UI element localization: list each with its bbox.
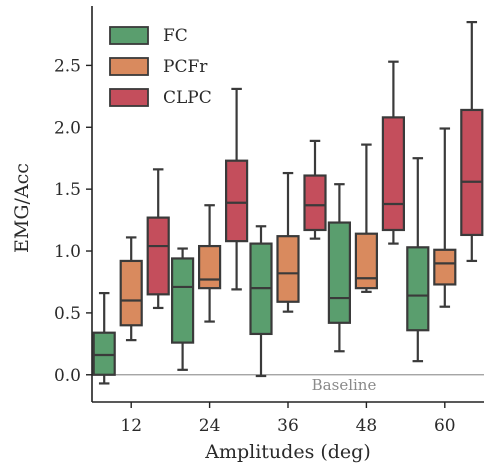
y-tick-label: 1.5 xyxy=(54,180,81,200)
box-pcfr-12 xyxy=(119,236,143,342)
y-tick-label: 0.5 xyxy=(54,304,81,324)
box-iqr xyxy=(225,159,249,243)
box-iqr xyxy=(327,221,351,324)
box-iqr xyxy=(146,216,170,296)
box-fc-12 xyxy=(92,292,116,385)
legend-swatch-fc xyxy=(109,26,149,45)
box-clpc-48 xyxy=(381,60,405,245)
axes-layer: 0.0 0.5 1.0 1.5 2.0 2.5 12 24 36 48 60 xyxy=(54,6,484,436)
box-pcfr-24 xyxy=(198,204,222,323)
box-iqr xyxy=(460,108,484,237)
box-iqr xyxy=(171,257,195,344)
x-axis-label: Amplitudes (deg) xyxy=(204,441,371,463)
box-iqr xyxy=(303,174,327,232)
box-clpc-24 xyxy=(225,87,249,291)
x-tick-label: 60 xyxy=(434,416,456,436)
box-pcfr-48 xyxy=(354,143,378,293)
box-pcfr-36 xyxy=(276,171,300,313)
box-iqr xyxy=(276,235,300,303)
plot-layer: Baseline xyxy=(92,20,484,394)
y-tick-label: 1.0 xyxy=(54,242,81,262)
y-tick-label: 2.5 xyxy=(54,56,81,76)
box-iqr xyxy=(406,246,430,332)
legend-label-clpc: CLPC xyxy=(163,88,212,108)
box-fc-60 xyxy=(406,157,430,363)
x-tick-label: 48 xyxy=(356,416,378,436)
legend-label-pcfr: PCFr xyxy=(163,57,208,77)
legend: FC PCFr CLPC xyxy=(109,26,212,108)
box-fc-48 xyxy=(327,183,351,353)
legend-swatch-clpc xyxy=(109,88,149,107)
box-iqr xyxy=(119,259,143,327)
baseline-label: Baseline xyxy=(312,376,377,394)
box-clpc-36 xyxy=(303,139,327,240)
x-tick-label: 24 xyxy=(199,416,221,436)
box-iqr xyxy=(92,331,116,376)
x-tick-label: 12 xyxy=(120,416,142,436)
y-tick-label: 0.0 xyxy=(54,366,81,386)
box-pcfr-60 xyxy=(433,127,457,308)
box-iqr xyxy=(354,232,378,290)
x-tick-label: 36 xyxy=(277,416,299,436)
box-clpc-12 xyxy=(146,168,170,310)
box-fc-36 xyxy=(249,225,273,378)
box-iqr xyxy=(198,244,222,290)
box-fc-24 xyxy=(171,247,195,371)
box-iqr xyxy=(381,116,405,232)
box-iqr xyxy=(433,248,457,286)
legend-label-fc: FC xyxy=(163,26,188,46)
y-tick-label: 2.0 xyxy=(54,118,81,138)
legend-swatch-pcfr xyxy=(109,57,149,76)
y-axis-label: EMG/Acc xyxy=(11,163,33,253)
box-clpc-60 xyxy=(460,20,484,263)
